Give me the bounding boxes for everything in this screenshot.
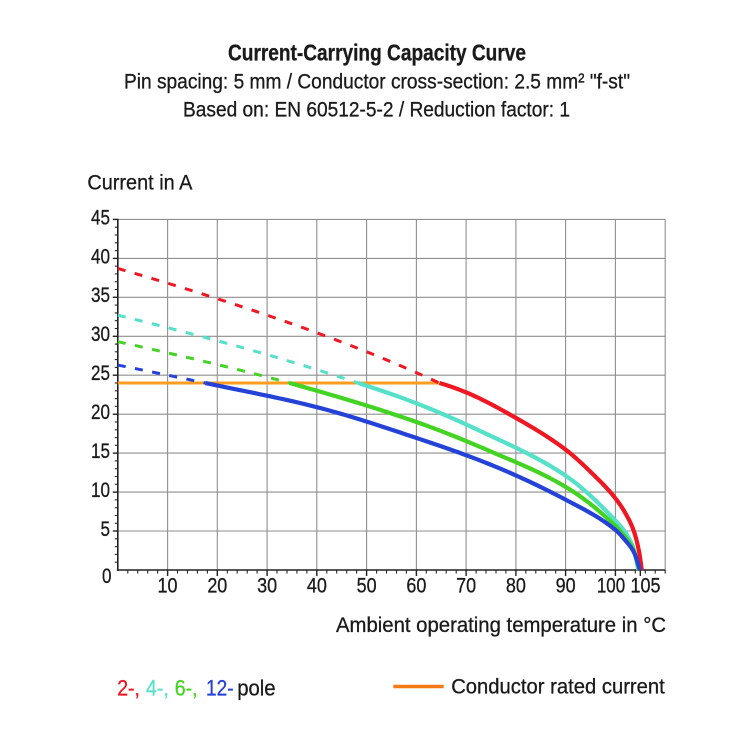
svg-text:10: 10 <box>91 478 110 502</box>
svg-text:Ambient operating temperature: Ambient operating temperature in °C <box>336 613 666 637</box>
svg-text:pole: pole <box>237 676 275 701</box>
svg-text:0: 0 <box>102 564 112 588</box>
svg-text:80: 80 <box>506 574 526 598</box>
svg-text:40: 40 <box>91 244 110 268</box>
svg-text:40: 40 <box>307 574 327 598</box>
svg-text:30: 30 <box>91 322 110 346</box>
svg-text:50: 50 <box>357 574 377 598</box>
svg-text:105: 105 <box>631 574 661 598</box>
svg-text:70: 70 <box>456 574 476 598</box>
svg-text:45: 45 <box>91 205 110 229</box>
svg-text:Current-Carrying Capacity Curv: Current-Carrying Capacity Curve <box>228 40 526 66</box>
svg-text:Conductor rated current: Conductor rated current <box>451 675 665 699</box>
svg-text:100: 100 <box>597 574 625 598</box>
svg-text:15: 15 <box>91 439 110 463</box>
svg-text:30: 30 <box>257 574 277 598</box>
svg-text:90: 90 <box>556 574 576 598</box>
svg-text:6-,: 6-, <box>175 676 198 701</box>
svg-text:Based on: EN 60512-5-2 / Reduc: Based on: EN 60512-5-2 / Reduction facto… <box>183 97 570 121</box>
svg-text:12-: 12- <box>206 676 234 701</box>
svg-text:Pin spacing: 5 mm / Conductor: Pin spacing: 5 mm / Conductor cross-sect… <box>124 70 630 94</box>
svg-text:20: 20 <box>207 574 227 598</box>
svg-text:25: 25 <box>91 361 110 385</box>
svg-text:2-,: 2-, <box>117 676 140 701</box>
svg-text:4-,: 4-, <box>146 676 169 701</box>
svg-text:35: 35 <box>91 283 110 307</box>
svg-text:Current in A: Current in A <box>87 171 193 195</box>
svg-text:20: 20 <box>91 400 110 424</box>
svg-text:5: 5 <box>101 517 111 541</box>
svg-text:10: 10 <box>158 574 178 598</box>
svg-text:60: 60 <box>406 574 426 598</box>
